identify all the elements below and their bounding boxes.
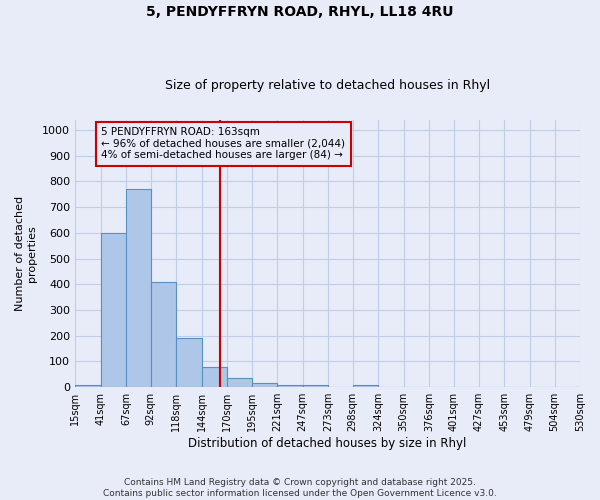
Y-axis label: Number of detached
properties: Number of detached properties xyxy=(15,196,37,311)
Bar xyxy=(101,233,126,387)
Text: 5, PENDYFFRYN ROAD, RHYL, LL18 4RU: 5, PENDYFFRYN ROAD, RHYL, LL18 4RU xyxy=(146,5,454,19)
Bar xyxy=(75,384,101,387)
X-axis label: Distribution of detached houses by size in Rhyl: Distribution of detached houses by size … xyxy=(188,437,467,450)
Bar xyxy=(126,189,151,387)
Title: Size of property relative to detached houses in Rhyl: Size of property relative to detached ho… xyxy=(165,79,490,92)
Bar xyxy=(176,338,202,387)
Bar xyxy=(302,384,328,387)
Bar xyxy=(151,282,176,387)
Text: Contains HM Land Registry data © Crown copyright and database right 2025.
Contai: Contains HM Land Registry data © Crown c… xyxy=(103,478,497,498)
Bar xyxy=(227,378,251,387)
Bar xyxy=(353,385,378,387)
Bar xyxy=(277,384,302,387)
Bar xyxy=(251,384,277,387)
Text: 5 PENDYFFRYN ROAD: 163sqm
← 96% of detached houses are smaller (2,044)
4% of sem: 5 PENDYFFRYN ROAD: 163sqm ← 96% of detac… xyxy=(101,128,346,160)
Bar xyxy=(202,366,227,387)
